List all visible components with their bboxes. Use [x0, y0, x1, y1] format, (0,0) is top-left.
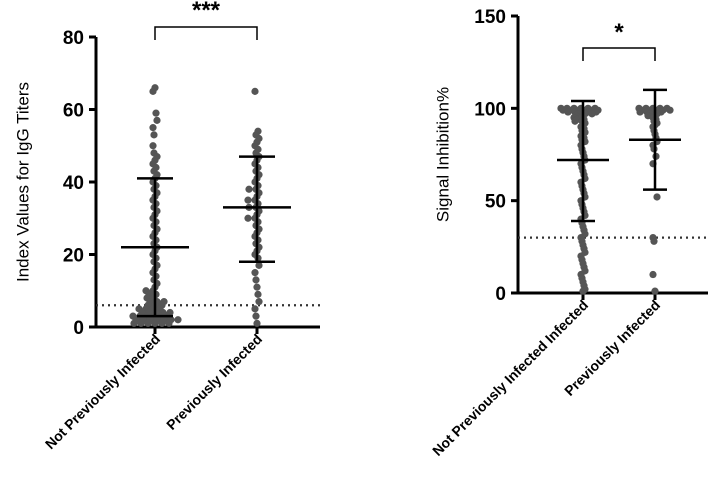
data-point — [251, 305, 259, 313]
significance-bracket — [582, 47, 656, 61]
y-axis-title: Index Values for IgG Titers — [13, 82, 32, 282]
y-tick-label: 150 — [474, 7, 506, 28]
data-point — [144, 319, 152, 327]
data-point — [244, 196, 252, 204]
data-point — [636, 108, 644, 116]
data-point — [152, 109, 160, 117]
data-point — [252, 312, 260, 320]
data-point — [253, 283, 261, 291]
data-point — [151, 319, 159, 327]
data-point — [653, 193, 661, 201]
data-point — [255, 298, 263, 306]
data-point — [254, 290, 262, 298]
data-point — [149, 142, 157, 150]
y-tick-label: 100 — [474, 99, 506, 120]
data-point — [666, 106, 674, 114]
y-tick-label: 0 — [495, 284, 506, 305]
data-point — [571, 117, 579, 125]
y-tick-label: 0 — [73, 318, 84, 339]
data-point — [130, 319, 138, 327]
data-point — [251, 269, 259, 277]
data-point — [150, 131, 158, 139]
data-point — [651, 287, 659, 295]
y-tick-label: 50 — [485, 192, 506, 213]
y-tick-label: 80 — [63, 28, 84, 49]
data-point — [158, 319, 166, 327]
y-tick-label: 20 — [63, 246, 84, 267]
data-point — [255, 261, 263, 269]
data-point — [564, 108, 572, 116]
data-point — [244, 214, 252, 222]
y-tick-label: 40 — [63, 173, 84, 194]
data-point — [137, 319, 145, 327]
y-axis-title: Signal Inhibition% — [433, 87, 452, 222]
panel-igg-titers: 0 20 40 60 80 Index Values for IgG Titers Not … — [13, 0, 320, 452]
x-category-label: Not Previously Infected Infected — [429, 297, 591, 459]
y-tick-label: 60 — [63, 101, 84, 122]
data-point — [650, 237, 658, 245]
panel-signal-inhibition: 0 50 100 150 Signal Inhibition% Not Previousl… — [429, 7, 708, 459]
data-point — [649, 270, 657, 279]
data-point — [588, 110, 596, 118]
data-point — [153, 116, 161, 124]
data-point — [245, 185, 253, 193]
data-point — [174, 316, 182, 324]
data-point — [252, 276, 260, 284]
x-category-label: Previously Infected — [163, 331, 265, 433]
data-point — [253, 319, 261, 327]
data-point — [149, 87, 157, 95]
data-point — [165, 319, 173, 327]
significance-label: *** — [192, 0, 221, 24]
significance-bracket — [154, 26, 258, 40]
x-category-label: Not Previously Infected — [42, 331, 163, 452]
data-point — [149, 124, 157, 132]
significance-label: * — [614, 19, 624, 46]
data-point — [251, 87, 259, 95]
data-point — [579, 287, 587, 295]
